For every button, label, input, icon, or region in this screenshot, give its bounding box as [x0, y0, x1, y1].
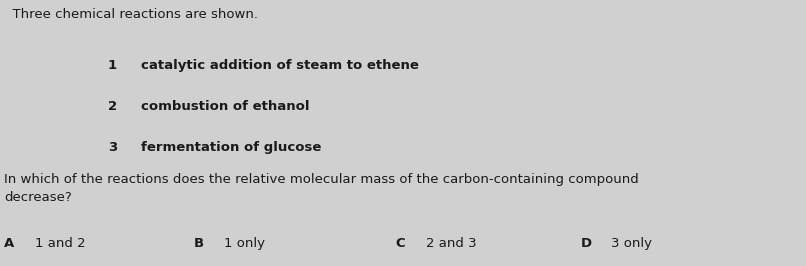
Text: B: B [193, 237, 204, 250]
Text: combustion of ethanol: combustion of ethanol [141, 100, 310, 113]
Text: D: D [580, 237, 592, 250]
Text: 3 only: 3 only [611, 237, 652, 250]
Text: 2: 2 [108, 100, 117, 113]
Text: Three chemical reactions are shown.: Three chemical reactions are shown. [4, 8, 258, 21]
Text: fermentation of glucose: fermentation of glucose [141, 141, 322, 154]
Text: 2 and 3: 2 and 3 [426, 237, 476, 250]
Text: C: C [395, 237, 405, 250]
Text: 3: 3 [108, 141, 117, 154]
Text: In which of the reactions does the relative molecular mass of the carbon-contain: In which of the reactions does the relat… [4, 173, 639, 204]
Text: catalytic addition of steam to ethene: catalytic addition of steam to ethene [141, 59, 419, 72]
Text: 1 only: 1 only [224, 237, 265, 250]
Text: 1 and 2: 1 and 2 [35, 237, 85, 250]
Text: 1: 1 [108, 59, 117, 72]
Text: A: A [4, 237, 15, 250]
